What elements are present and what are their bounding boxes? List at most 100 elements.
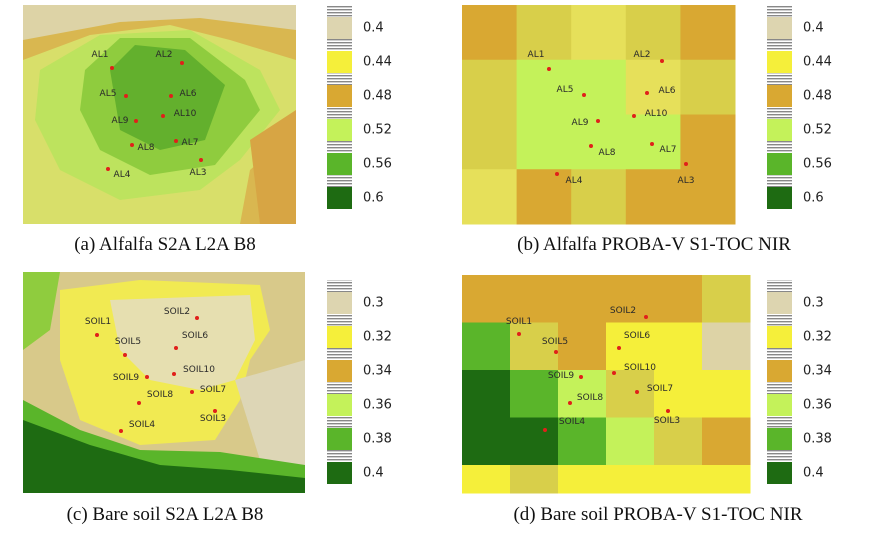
- colorbar-label: 0.3: [803, 296, 824, 311]
- point-label: SOIL5: [542, 337, 568, 347]
- colorbar-swatch: [767, 326, 792, 348]
- point-label: SOIL6: [182, 331, 208, 341]
- point-label: AL7: [182, 138, 199, 148]
- point-label: AL5: [557, 85, 574, 95]
- sample-point: [169, 94, 173, 98]
- point-label: AL2: [156, 50, 173, 60]
- point-label: SOIL10: [624, 363, 656, 373]
- colorbar-swatch: [327, 360, 352, 382]
- sample-point: [589, 144, 593, 148]
- map-pixel: [654, 370, 703, 418]
- map-pixel: [702, 465, 751, 494]
- colorbar-swatch: [327, 462, 352, 484]
- colorbar-swatch: [767, 428, 792, 450]
- sample-point: [596, 119, 600, 123]
- colorbar-separator: [767, 73, 792, 85]
- sample-point: [635, 390, 639, 394]
- colorbar-label: 0.52: [363, 123, 392, 138]
- figure-canvas: AL1AL2AL5AL6AL9AL10AL8AL7AL3AL40.40.440.…: [0, 0, 872, 538]
- colorbar-separator: [767, 280, 792, 292]
- sample-point: [172, 372, 176, 376]
- sample-point: [174, 139, 178, 143]
- sample-point: [145, 375, 149, 379]
- point-label: AL10: [645, 109, 668, 119]
- map-pixel: [654, 275, 703, 323]
- colorbar-separator: [327, 450, 352, 462]
- colorbar-label: 0.4: [363, 466, 384, 481]
- map-pixel: [462, 5, 517, 60]
- sample-point: [568, 401, 572, 405]
- colorbar-swatch: [767, 462, 792, 484]
- colorbar-label: 0.44: [363, 55, 392, 70]
- sample-point: [161, 114, 165, 118]
- sample-point: [119, 429, 123, 433]
- point-label: SOIL8: [147, 390, 173, 400]
- colorbar-separator: [327, 39, 352, 51]
- map-pixel: [654, 323, 703, 371]
- map-pixel: [680, 5, 735, 60]
- colorbar-label: 0.6: [803, 191, 824, 206]
- map-pixel: [571, 5, 626, 60]
- map-a: [23, 5, 296, 224]
- sample-point: [684, 162, 688, 166]
- sample-point: [660, 59, 664, 63]
- colorbar-label: 0.36: [363, 398, 392, 413]
- colorbar-separator: [767, 450, 792, 462]
- colorbar-swatch: [767, 187, 792, 209]
- sample-point: [517, 332, 521, 336]
- point-label: SOIL7: [200, 385, 226, 395]
- colorbar-label: 0.3: [363, 296, 384, 311]
- panel-caption: (c) Bare soil S2A L2A B8: [67, 504, 264, 525]
- sample-point: [137, 401, 141, 405]
- point-label: AL8: [138, 143, 155, 153]
- map-pixel: [702, 370, 751, 418]
- sample-point: [190, 390, 194, 394]
- colorbar-label: 0.56: [803, 157, 832, 172]
- map-pixel: [462, 465, 511, 494]
- colorbar-separator: [327, 107, 352, 119]
- colorbar-label: 0.34: [803, 364, 832, 379]
- colorbar-label: 0.48: [803, 89, 832, 104]
- colorbar-swatch: [767, 119, 792, 141]
- point-label: AL6: [180, 89, 197, 99]
- colorbar-separator: [767, 107, 792, 119]
- map-pixel: [702, 323, 751, 371]
- colorbar-label: 0.32: [803, 330, 832, 345]
- sample-point: [180, 61, 184, 65]
- colorbar-label: 0.44: [803, 55, 832, 70]
- map-c: [23, 272, 305, 493]
- map-pixel: [626, 169, 681, 224]
- map-pixel: [606, 465, 655, 494]
- figure: AL1AL2AL5AL6AL9AL10AL8AL7AL3AL40.40.440.…: [0, 0, 872, 538]
- colorbar-label: 0.48: [363, 89, 392, 104]
- colorbar-label: 0.34: [363, 364, 392, 379]
- colorbar-label: 0.38: [363, 432, 392, 447]
- map-pixel: [702, 418, 751, 466]
- map-pixel: [510, 275, 559, 323]
- colorbar-swatch: [327, 85, 352, 107]
- sample-point: [554, 350, 558, 354]
- point-label: AL4: [114, 170, 131, 180]
- map-pixel: [680, 60, 735, 115]
- sample-point: [666, 409, 670, 413]
- sample-point: [213, 409, 217, 413]
- colorbar-separator: [327, 280, 352, 292]
- colorbar-separator: [327, 175, 352, 187]
- colorbar-swatch: [327, 17, 352, 39]
- colorbar-separator: [767, 314, 792, 326]
- colorbar-swatch: [767, 153, 792, 175]
- sample-point: [174, 346, 178, 350]
- point-label: SOIL1: [85, 317, 111, 327]
- point-label: AL1: [528, 50, 545, 60]
- colorbar-label: 0.36: [803, 398, 832, 413]
- point-label: AL9: [572, 118, 589, 128]
- colorbar-label: 0.56: [363, 157, 392, 172]
- sample-point: [582, 93, 586, 97]
- map-pixel: [510, 418, 559, 466]
- map-pixel: [462, 370, 511, 418]
- colorbar-separator: [767, 382, 792, 394]
- point-label: AL7: [660, 145, 677, 155]
- map-pixel: [517, 169, 572, 224]
- sample-point: [124, 94, 128, 98]
- point-label: AL9: [112, 116, 129, 126]
